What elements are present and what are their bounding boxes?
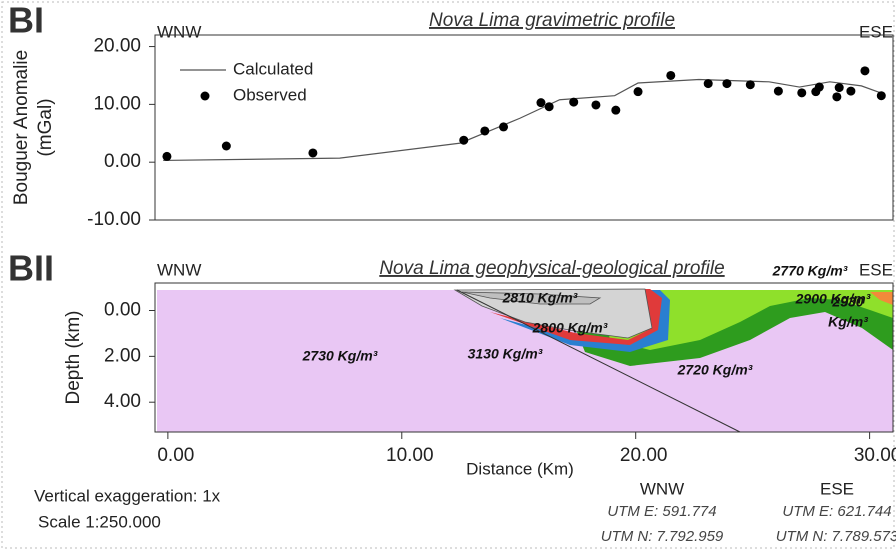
y-tick-label: 4.00: [104, 391, 141, 412]
utm-n: UTM N: 7.792.959: [601, 528, 724, 545]
y-axis-label: (mGal): [35, 98, 56, 156]
density-label: Kg/m³: [828, 314, 868, 330]
observed-point: [666, 70, 676, 80]
green-body-light: [600, 290, 893, 350]
observed-point: [773, 86, 783, 96]
observed-point: [544, 102, 554, 112]
observed-point: [832, 92, 842, 102]
direction-label: ESE: [859, 22, 893, 41]
location-name: WNW: [640, 479, 684, 498]
y-tick-label: 10.00: [93, 93, 141, 114]
note: Vertical exaggeration: 1x: [34, 486, 221, 505]
location-name: ESE: [820, 479, 854, 498]
observed-point: [745, 80, 755, 90]
observed-point: [569, 97, 579, 107]
direction-label: WNW: [157, 260, 201, 279]
observed-point: [499, 122, 509, 132]
density-label: 2810 Kg/m³: [502, 290, 578, 306]
y-tick-label: -10.00: [87, 209, 141, 230]
plot-frame: [154, 282, 894, 433]
utm-e: UTM E: 591.774: [607, 503, 716, 520]
calculated-line: [163, 78, 884, 162]
x-axis-label: Distance (Km): [466, 459, 574, 478]
observed-point: [797, 88, 807, 98]
geology-section: [157, 288, 893, 433]
gray-lens: [461, 291, 602, 305]
x-tick-label: 10.00: [386, 445, 434, 466]
density-label: 2720 Kg/m³: [677, 362, 753, 378]
observed-point: [221, 141, 231, 151]
y-tick-label: 20.00: [93, 36, 141, 57]
observed-point: [459, 135, 469, 145]
y-tick-label: 2.00: [104, 345, 141, 366]
legend-label: Calculated: [233, 59, 313, 78]
observed-point: [834, 83, 844, 93]
observed-point: [876, 91, 886, 101]
chart-title: Nova Lima geophysical-geological profile: [379, 258, 724, 279]
observed-point: [703, 79, 713, 89]
density-label: 2900 Kg/m³: [795, 291, 871, 307]
observed-point: [722, 79, 732, 89]
y-tick-label: 0.00: [104, 151, 141, 172]
density-label: 2930: [831, 294, 863, 310]
legend-swatch: [200, 91, 210, 101]
density-label: 2800 Kg/m³: [532, 320, 608, 336]
density-label: 2730 Kg/m³: [302, 348, 378, 364]
plot-frame: [154, 34, 894, 221]
utm-n: UTM N: 7.789.573: [776, 528, 896, 545]
x-tick-label: 20.00: [620, 445, 668, 466]
panel-tag: BI: [8, 0, 44, 41]
y-axis-label: Depth (km): [63, 311, 84, 405]
observed-point: [846, 86, 856, 96]
x-tick-label: 0.00: [157, 445, 194, 466]
y-tick-label: 0.00: [104, 300, 141, 321]
observed-point: [591, 100, 601, 110]
fault-line: [456, 289, 741, 433]
direction-label: ESE: [859, 260, 893, 279]
density-label: 2770 Kg/m³: [772, 263, 848, 279]
red-body: [490, 289, 662, 345]
gray-body: [453, 288, 653, 339]
x-tick-label: 30.00: [854, 445, 896, 466]
observed-point: [308, 148, 318, 158]
observed-point: [633, 87, 643, 97]
legend-label: Observed: [233, 85, 307, 104]
observed-point: [611, 105, 621, 115]
density-label: 3130 Kg/m³: [468, 346, 543, 362]
observed-point: [860, 66, 870, 76]
y-axis-label: Bouguer Anomalie: [11, 50, 32, 205]
observed-point: [480, 126, 490, 136]
observed-point: [536, 98, 546, 108]
orange-body: [870, 292, 893, 305]
observed-point: [162, 151, 172, 161]
observed-point: [814, 82, 824, 92]
chart-title: Nova Lima gravimetric profile: [429, 10, 675, 31]
panel-tag: BII: [8, 248, 54, 289]
utm-e: UTM E: 621.744: [782, 503, 891, 520]
note: Scale 1:250.000: [38, 512, 161, 531]
direction-label: WNW: [157, 22, 201, 41]
